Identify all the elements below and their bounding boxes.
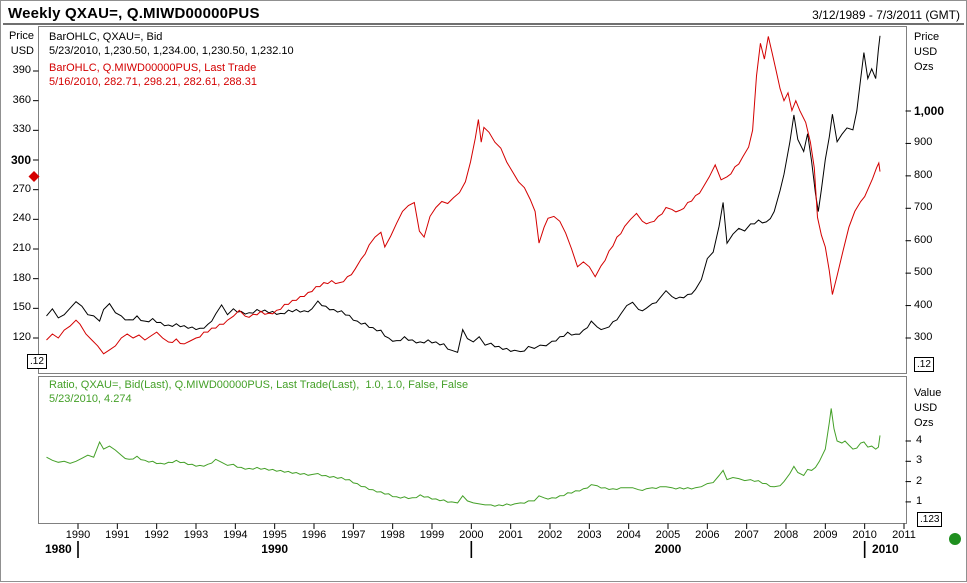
left-axis-decimals-box[interactable]: .12	[27, 354, 47, 369]
decade-label: 2000	[654, 542, 682, 556]
left-axis-tick-label: 270	[12, 182, 31, 195]
main-plot-area[interactable]	[38, 26, 907, 374]
ratio-axis-decimals-box[interactable]: .123	[917, 512, 943, 527]
ratio-axis-tick-label: 3	[916, 454, 923, 467]
ratio-axis-tick-label: 4	[916, 434, 923, 446]
year-tick-label: 1990	[65, 529, 91, 541]
ratio-axis-title-ozs: Ozs	[914, 417, 934, 429]
right-axis-tick-label: 1,000	[914, 104, 945, 118]
legend-line-ratio-name: Ratio, QXAU=, Bid(Last), Q.MIWD00000PUS,…	[49, 379, 469, 391]
year-tick-label: 1995	[262, 529, 287, 541]
right-axis-tick-label: 500	[914, 266, 933, 279]
right-axis-tick-label: 300	[914, 331, 933, 343]
year-tick-label: 1991	[105, 529, 130, 541]
left-axis-tick-label: 210	[12, 242, 31, 254]
right-axis-tick-label: 900	[914, 136, 933, 149]
year-tick-label: 2003	[577, 529, 602, 541]
right-axis-tick-label: 800	[914, 168, 933, 181]
right-axis-tick-label: 700	[914, 201, 933, 214]
ratio-series-line	[46, 408, 881, 507]
year-tick-label: 2004	[616, 529, 641, 541]
year-tick-label: 1992	[144, 529, 169, 541]
year-tick-label: 2000	[459, 529, 484, 541]
left-axis-title-price: Price	[8, 30, 34, 42]
year-tick-label: 1998	[380, 529, 405, 541]
decade-label: 1990	[261, 542, 288, 556]
last-value-diamond-marker	[28, 171, 40, 183]
left-axis-tick-label: 360	[12, 93, 31, 106]
left-axis-tick-label: 240	[12, 212, 31, 225]
gold-series-line	[46, 35, 881, 353]
year-tick-label: 2002	[537, 529, 563, 541]
decade-label: 1980	[44, 542, 72, 556]
ratio-plot-area[interactable]	[38, 376, 907, 524]
ratio-axis-title-value: Value	[914, 387, 942, 399]
legend-line-gold-name: BarOHLC, QXAU=, Bid	[49, 31, 163, 43]
year-tick-label: 2011	[892, 529, 916, 541]
year-tick-label: 1997	[341, 529, 366, 541]
legend-line-gold-ohlc: 5/23/2010, 1,230.50, 1,234.00, 1,230.50,…	[49, 45, 294, 57]
right-axis-title-price: Price	[914, 31, 940, 43]
year-tick-label: 1996	[301, 529, 327, 541]
year-tick-label: 1993	[183, 529, 209, 541]
year-tick-label: 2008	[773, 529, 799, 541]
status-dot	[949, 533, 961, 545]
year-tick-label: 2005	[655, 529, 681, 541]
legend-line-msci-ohlc: 5/16/2010, 282.71, 298.21, 282.61, 288.3…	[49, 76, 257, 88]
legend-line-msci-name: BarOHLC, Q.MIWD00000PUS, Last Trade	[49, 62, 257, 74]
year-tick-label: 2006	[695, 529, 720, 541]
right-axis-tick-label: 600	[914, 233, 933, 246]
left-axis-tick-label: 330	[12, 123, 31, 136]
page-title: Weekly QXAU=, Q.MIWD00000PUS	[8, 5, 260, 22]
right-axis-decimals-box[interactable]: .12	[914, 357, 934, 372]
right-axis-tick-label: 400	[914, 298, 933, 311]
legend-line-ratio-value: 5/23/2010, 4.274	[49, 393, 132, 405]
right-axis-title-ozs: Ozs	[914, 61, 934, 73]
left-axis-tick-label: 180	[12, 271, 31, 284]
ratio-axis-tick-label: 2	[916, 474, 923, 487]
title-divider	[3, 23, 964, 25]
ratio-axis-title-usd: USD	[914, 402, 938, 414]
year-tick-label: 2001	[498, 529, 523, 541]
left-axis-tick-label: 300	[10, 153, 31, 167]
msci-series-line	[46, 36, 881, 355]
left-axis-tick-label: 390	[12, 64, 31, 76]
right-axis-title-usd: USD	[914, 46, 938, 58]
year-tick-label: 2009	[813, 529, 838, 541]
left-axis-tick-label: 120	[12, 331, 31, 343]
year-tick-label: 1999	[419, 529, 445, 541]
year-tick-label: 2007	[734, 529, 759, 541]
left-axis-tick-label: 150	[12, 301, 31, 314]
left-axis-title-usd: USD	[10, 45, 34, 57]
year-tick-label: 2010	[852, 529, 877, 541]
year-tick-label: 1994	[223, 529, 248, 541]
ratio-axis-tick-label: 1	[916, 494, 923, 507]
date-range-label: 3/12/1989 - 7/3/2011 (GMT)	[812, 8, 960, 22]
decade-label: 2010	[871, 542, 899, 556]
